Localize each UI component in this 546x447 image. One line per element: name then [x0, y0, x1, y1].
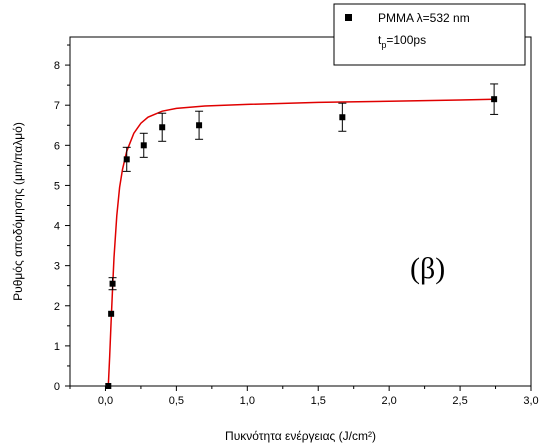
- x-axis: 0,0 0,5 1,0 1,5 2,0 2,5 3,0: [69, 386, 539, 407]
- legend-condition: tp=100ps: [378, 33, 426, 50]
- y-tick-label: 7: [54, 100, 60, 112]
- x-tick-label: 0,5: [169, 395, 184, 407]
- fit-curve: [107, 98, 495, 387]
- data-point: [105, 383, 112, 389]
- y-tick-label: 8: [54, 60, 60, 72]
- y-tick-label: 1: [54, 341, 60, 353]
- plot-area: [69, 36, 532, 387]
- y-tick-label: 6: [54, 140, 60, 152]
- data-point: [159, 124, 166, 131]
- data-point: [491, 96, 498, 103]
- data-point: [109, 280, 116, 287]
- x-tick-label: 1,0: [240, 395, 255, 407]
- y-tick-label: 2: [54, 301, 60, 313]
- y-tick-label: 4: [54, 221, 60, 233]
- data-point: [196, 122, 203, 129]
- legend-box: [333, 3, 526, 66]
- legend-marker: [345, 14, 352, 21]
- fit-curve-layer: [107, 98, 495, 387]
- y-tick-label: 3: [54, 261, 60, 273]
- x-tick-label: 2,0: [382, 395, 397, 407]
- legend-series-label: PMMA λ=532 nm: [378, 11, 470, 25]
- x-tick-label: 1,5: [311, 395, 326, 407]
- y-axis: 0 1 2 3 4 5 6 7 8: [54, 44, 70, 393]
- x-axis-title: Πυκνότητα ενέργειας (J/cm²): [225, 429, 376, 443]
- x-tick-label: 3,0: [523, 395, 538, 407]
- legend-condition-symbol: t: [378, 33, 382, 47]
- data-point: [339, 114, 346, 121]
- data-point: [140, 142, 147, 149]
- y-axis-title: Ρυθμός αποδόμησης (μm/παλμό): [11, 122, 25, 301]
- legend-condition-subscript: p: [381, 40, 386, 50]
- data-points-layer: [105, 83, 499, 389]
- x-tick-label: 2,5: [452, 395, 467, 407]
- legend: PMMA λ=532 nm tp=100ps: [333, 3, 526, 66]
- legend-condition-value: =100ps: [386, 33, 426, 47]
- y-tick-label: 5: [54, 180, 60, 192]
- plot-frame: [69, 36, 532, 387]
- panel-label: (β): [410, 252, 445, 285]
- data-point: [108, 310, 115, 317]
- data-point: [123, 156, 130, 163]
- y-tick-label: 0: [54, 381, 60, 393]
- x-tick-label: 0,0: [98, 395, 113, 407]
